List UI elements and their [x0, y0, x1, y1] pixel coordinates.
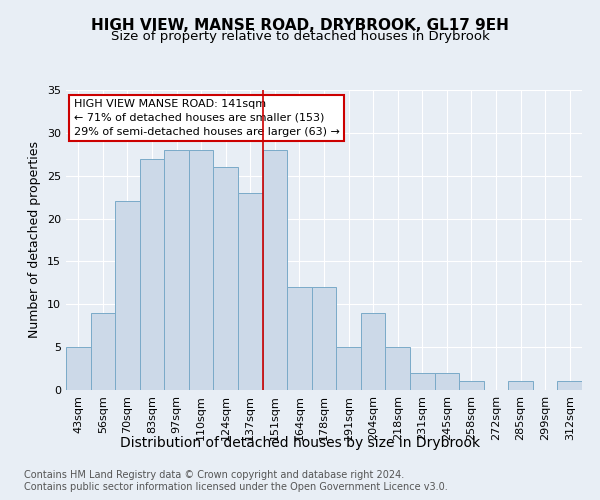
Bar	[434, 373, 459, 390]
Text: HIGH VIEW MANSE ROAD: 141sqm
← 71% of detached houses are smaller (153)
29% of s: HIGH VIEW MANSE ROAD: 141sqm ← 71% of de…	[74, 99, 340, 137]
Bar	[336, 347, 361, 390]
Bar	[557, 382, 582, 390]
Y-axis label: Number of detached properties: Number of detached properties	[28, 142, 41, 338]
Bar	[140, 158, 164, 390]
Bar	[287, 287, 312, 390]
Text: Size of property relative to detached houses in Drybrook: Size of property relative to detached ho…	[110, 30, 490, 43]
Bar	[164, 150, 189, 390]
Text: HIGH VIEW, MANSE ROAD, DRYBROOK, GL17 9EH: HIGH VIEW, MANSE ROAD, DRYBROOK, GL17 9E…	[91, 18, 509, 32]
Bar	[459, 382, 484, 390]
Bar	[115, 202, 140, 390]
Bar	[238, 193, 263, 390]
Bar	[385, 347, 410, 390]
Bar	[508, 382, 533, 390]
Bar	[91, 313, 115, 390]
Bar	[189, 150, 214, 390]
Text: Contains HM Land Registry data © Crown copyright and database right 2024.
Contai: Contains HM Land Registry data © Crown c…	[24, 470, 448, 492]
Bar	[66, 347, 91, 390]
Bar	[410, 373, 434, 390]
Bar	[361, 313, 385, 390]
Bar	[312, 287, 336, 390]
Bar	[214, 167, 238, 390]
Bar	[263, 150, 287, 390]
Text: Distribution of detached houses by size in Drybrook: Distribution of detached houses by size …	[120, 436, 480, 450]
